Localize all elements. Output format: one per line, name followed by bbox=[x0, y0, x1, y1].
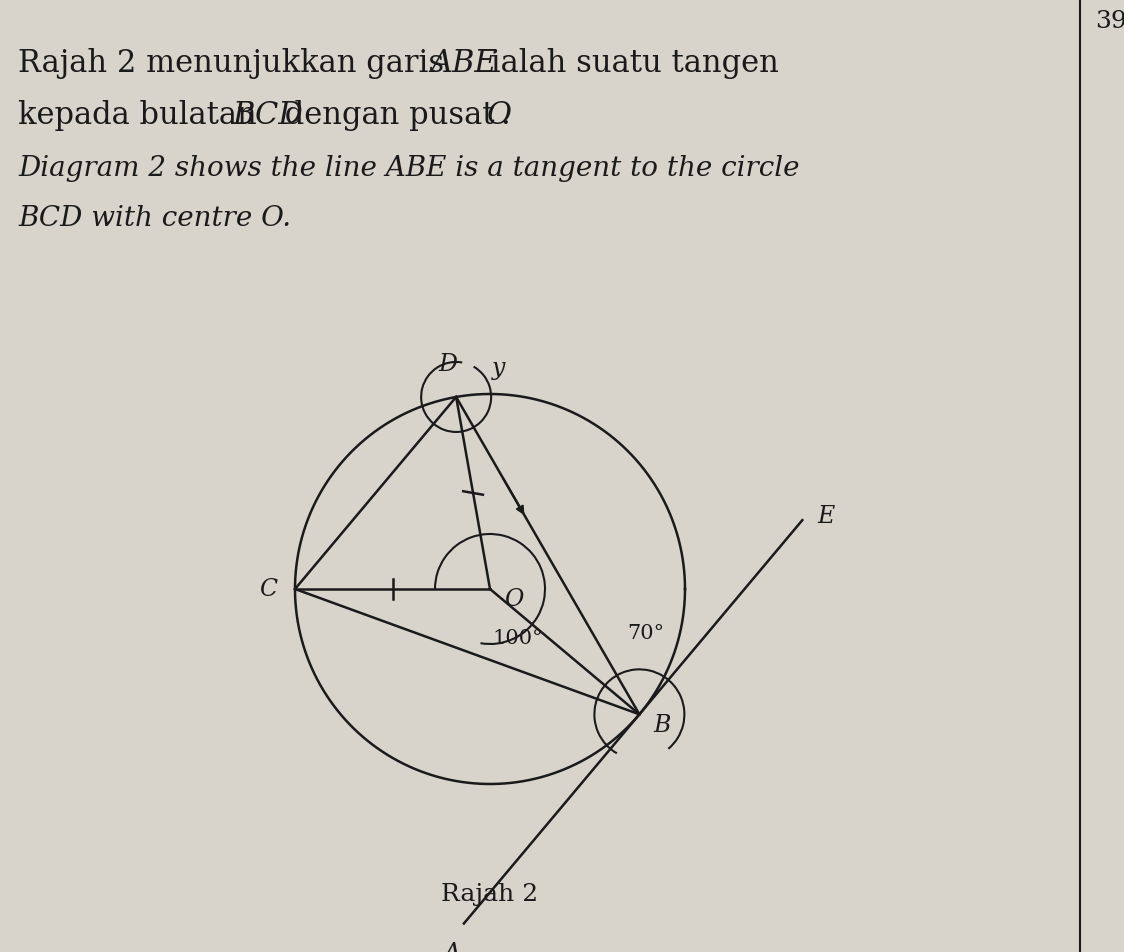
Text: 39: 39 bbox=[1095, 10, 1124, 33]
Text: .: . bbox=[500, 100, 510, 130]
Text: ialah suatu tangen: ialah suatu tangen bbox=[481, 48, 779, 79]
Text: E: E bbox=[817, 505, 835, 527]
Text: A: A bbox=[443, 942, 461, 952]
Text: BCD: BCD bbox=[232, 100, 302, 130]
Text: y: y bbox=[491, 357, 505, 380]
Text: Diagram 2 shows the line ABE is a tangent to the circle: Diagram 2 shows the line ABE is a tangen… bbox=[18, 155, 799, 182]
Text: dengan pusat: dengan pusat bbox=[275, 100, 505, 130]
Text: D: D bbox=[438, 352, 457, 376]
Text: Rajah 2 menunjukkan garis: Rajah 2 menunjukkan garis bbox=[18, 48, 454, 79]
Text: B: B bbox=[653, 713, 671, 736]
Text: BCD with centre O.: BCD with centre O. bbox=[18, 205, 291, 231]
Text: O: O bbox=[487, 100, 513, 130]
Text: Rajah 2: Rajah 2 bbox=[442, 883, 538, 905]
Text: 70°: 70° bbox=[627, 624, 664, 643]
Text: kepada bulatan: kepada bulatan bbox=[18, 100, 266, 130]
Text: C: C bbox=[259, 578, 277, 601]
Text: 100°: 100° bbox=[492, 628, 543, 647]
Text: ABE: ABE bbox=[430, 48, 497, 79]
Text: O: O bbox=[504, 588, 524, 611]
